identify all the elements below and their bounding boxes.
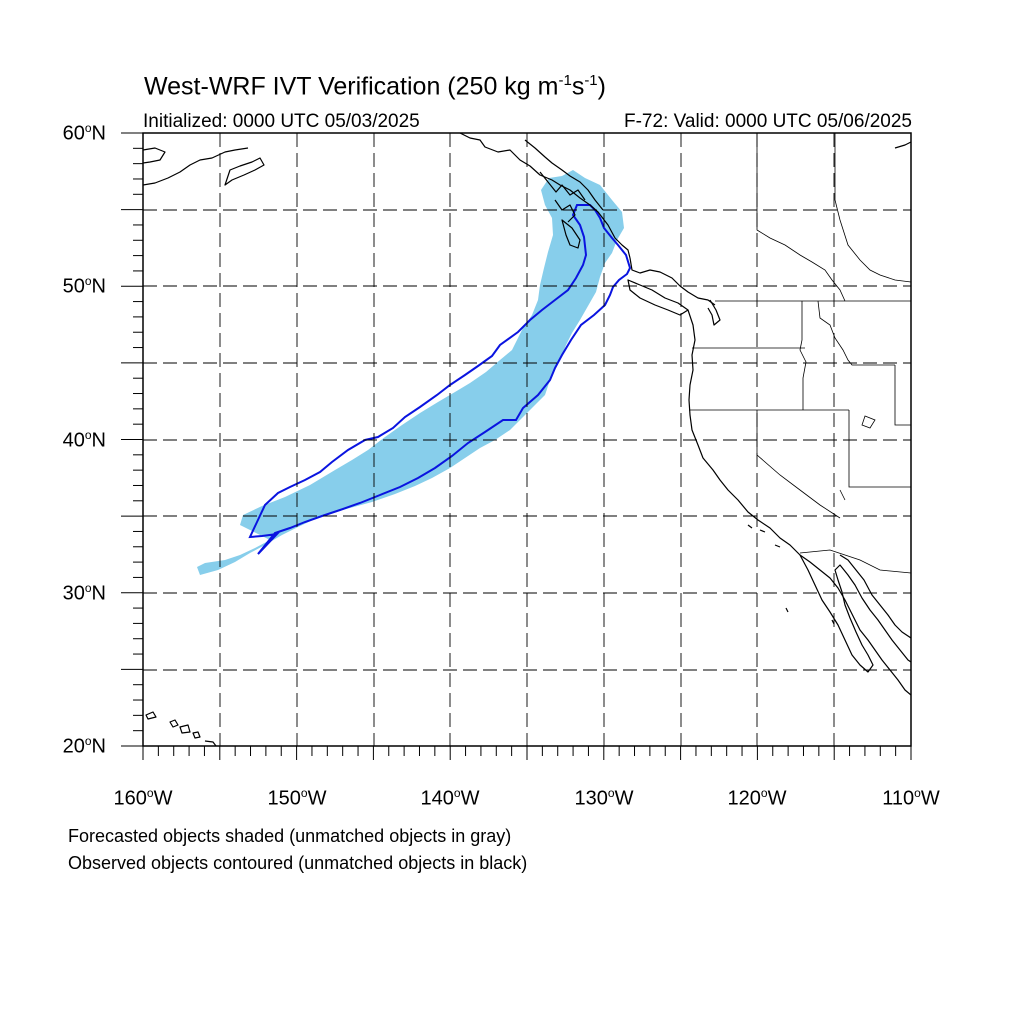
- axis-ticks: [121, 132, 912, 760]
- coastlines: [143, 133, 911, 746]
- note-observed: Observed objects contoured (unmatched ob…: [68, 853, 528, 873]
- forecast-ivt-object: [197, 170, 624, 575]
- initialized-label: Initialized: 0000 UTC 05/03/2025: [143, 111, 420, 132]
- lat-label-50: 50oN: [62, 274, 106, 298]
- lat-label-30: 30oN: [62, 581, 106, 605]
- lon-label-130: 130oW: [574, 786, 634, 810]
- map-title: West-WRF IVT Verification (250 kg m-1s-1…: [144, 72, 606, 101]
- valid-time-label: F-72: Valid: 0000 UTC 05/06/2025: [624, 111, 912, 132]
- lat-label-40: 40oN: [62, 428, 106, 452]
- note-forecast: Forecasted objects shaded (unmatched obj…: [68, 826, 512, 846]
- lon-label-120: 120oW: [727, 786, 787, 810]
- lon-label-150: 150oW: [267, 786, 327, 810]
- political-borders: [689, 133, 911, 574]
- lat-label-20: 20oN: [62, 734, 106, 758]
- lon-label-140: 140oW: [420, 786, 480, 810]
- lon-label-160: 160oW: [113, 786, 173, 810]
- lat-label-60: 60oN: [62, 121, 106, 145]
- lon-label-110: 110oW: [882, 786, 940, 810]
- graticule: [143, 133, 911, 746]
